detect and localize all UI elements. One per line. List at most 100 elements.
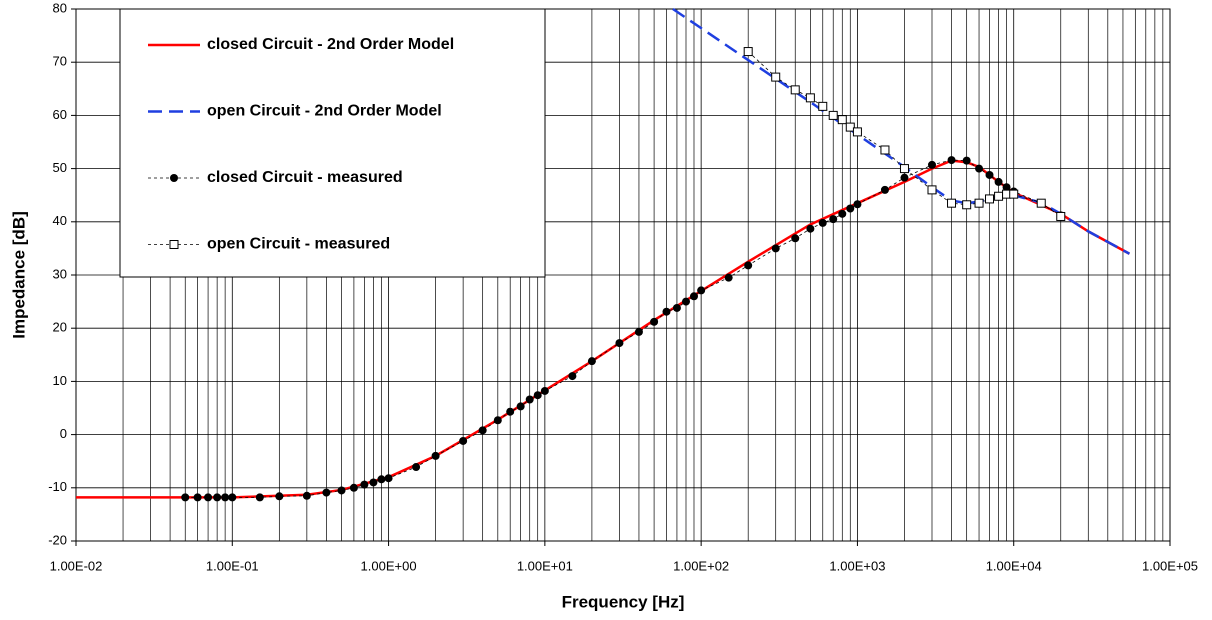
data-point: [650, 317, 659, 326]
x-tick-label: 1.00E-01: [206, 558, 259, 573]
data-point: [724, 273, 733, 282]
y-tick-label: 60: [53, 107, 67, 122]
data-point: [193, 493, 202, 502]
data-point: [947, 198, 957, 208]
data-point: [478, 426, 487, 435]
y-tick-label: -20: [48, 532, 67, 547]
data-point: [985, 170, 994, 179]
data-point: [818, 101, 828, 111]
y-tick-label: 0: [60, 426, 67, 441]
data-point: [322, 488, 331, 497]
data-point: [431, 451, 440, 460]
x-tick-label: 1.00E+00: [361, 558, 417, 573]
x-tick-label: 1.00E+05: [1142, 558, 1198, 573]
data-point: [994, 191, 1004, 201]
y-tick-label: 10: [53, 373, 67, 388]
data-point: [975, 164, 984, 173]
x-tick-label: 1.00E+04: [986, 558, 1042, 573]
data-point: [540, 386, 549, 395]
data-point: [672, 303, 681, 312]
data-point: [1002, 183, 1011, 192]
data-point: [221, 493, 230, 502]
legend-label: open Circuit - 2nd Order Model: [207, 103, 442, 120]
data-point: [587, 357, 596, 366]
data-point: [181, 493, 190, 502]
legend-marker: [170, 174, 178, 182]
data-point: [947, 156, 956, 165]
data-point: [771, 72, 781, 82]
data-point: [506, 407, 515, 416]
data-point: [829, 215, 838, 224]
data-point: [744, 261, 753, 270]
data-point: [927, 160, 936, 169]
data-point: [615, 339, 624, 348]
data-point: [771, 244, 780, 253]
data-point: [681, 297, 690, 306]
legend-label: open Circuit - measured: [207, 236, 390, 253]
data-point: [384, 474, 393, 483]
legend-marker: [169, 240, 179, 249]
x-tick-label: 1.00E+01: [517, 558, 573, 573]
data-point: [852, 127, 862, 137]
data-point: [412, 463, 421, 472]
data-point: [985, 194, 995, 204]
legend-label: closed Circuit - 2nd Order Model: [207, 36, 454, 53]
y-axis-title: Impedance [dB]: [9, 211, 28, 339]
data-point: [337, 486, 346, 495]
data-point: [846, 204, 855, 213]
data-point: [1056, 211, 1066, 221]
x-tick-label: 1.00E-02: [50, 558, 103, 573]
x-tick-label: 1.00E+03: [829, 558, 885, 573]
data-point: [568, 372, 577, 381]
y-tick-label: 40: [53, 213, 67, 228]
data-point: [806, 224, 815, 233]
data-point: [790, 85, 800, 95]
plot-border: [75, 8, 1171, 542]
data-point: [689, 292, 698, 301]
y-tick-label: 50: [53, 160, 67, 175]
data-point: [927, 185, 937, 195]
data-point: [1036, 198, 1046, 208]
data-point: [880, 145, 890, 155]
data-point: [360, 480, 369, 489]
data-point: [1009, 189, 1019, 199]
data-point: [228, 493, 237, 502]
data-point: [853, 200, 862, 209]
data-point: [899, 164, 909, 174]
data-point: [377, 475, 386, 484]
data-point: [213, 493, 222, 502]
data-point: [525, 395, 534, 404]
x-axis-title: Frequency [Hz]: [562, 592, 685, 611]
data-point: [275, 492, 284, 501]
data-point: [838, 209, 847, 218]
data-point: [828, 110, 838, 120]
data-point: [818, 218, 827, 227]
data-point: [880, 185, 889, 194]
data-point: [459, 436, 468, 445]
data-point: [845, 122, 855, 132]
legend-label: closed Circuit - measured: [207, 169, 403, 186]
data-point: [791, 234, 800, 243]
y-tick-label: 70: [53, 54, 67, 69]
data-point: [516, 402, 525, 411]
data-point: [962, 200, 972, 210]
data-point: [493, 416, 502, 425]
data-point: [302, 491, 311, 500]
data-point: [634, 327, 643, 336]
data-point: [900, 173, 909, 182]
data-point: [974, 198, 984, 208]
data-point: [662, 307, 671, 316]
data-point: [994, 177, 1003, 186]
data-point: [805, 93, 815, 103]
data-point: [962, 156, 971, 165]
y-tick-label: 20: [53, 320, 67, 335]
data-point: [204, 493, 213, 502]
data-point: [837, 115, 847, 125]
data-point: [697, 286, 706, 295]
y-tick-label: 80: [53, 0, 67, 15]
data-point: [255, 493, 264, 502]
y-tick-label: -10: [48, 479, 67, 494]
y-tick-label: 30: [53, 266, 67, 281]
legend-box: [119, 8, 546, 278]
